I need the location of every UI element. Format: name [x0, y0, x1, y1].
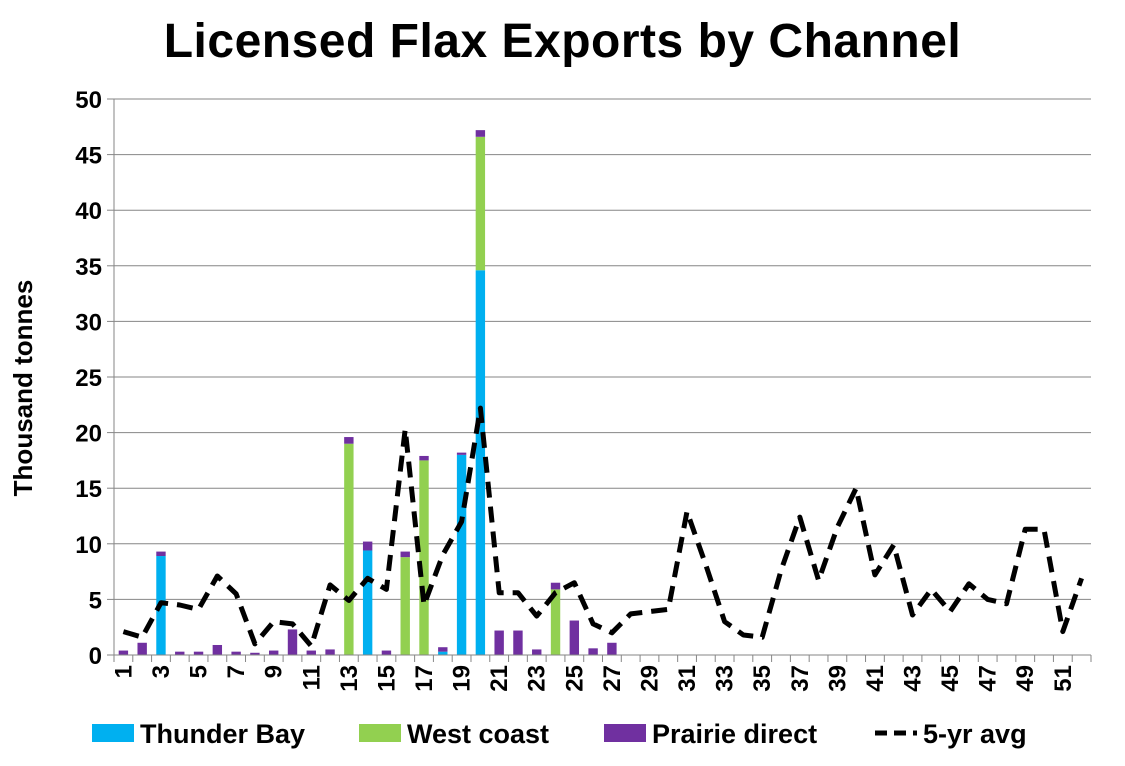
bar-thunder-bay: [475, 270, 486, 655]
bar-west-coast: [419, 460, 429, 655]
bar-prairie-direct: [175, 651, 185, 655]
bar-prairie-direct: [569, 620, 580, 655]
bar-west-coast: [475, 136, 486, 271]
x-tick-label: 1: [110, 665, 137, 678]
bar-prairie-direct: [212, 644, 223, 655]
x-tick-label: 23: [524, 665, 551, 692]
y-tick-labels: 0 5 10 15 20 25 30 35 40 45 50: [75, 87, 102, 670]
legend-label-thunder-bay: Thunder Bay: [140, 719, 305, 749]
bar-prairie-direct: [532, 649, 542, 655]
bar-prairie-direct: [231, 651, 241, 655]
bar-prairie-direct: [494, 630, 504, 655]
x-tick-label: 21: [486, 665, 513, 692]
y-tick-label: 5: [89, 587, 102, 614]
bar-prairie-direct: [306, 650, 316, 655]
bar-prairie-direct: [137, 642, 147, 655]
x-tick-label: 27: [599, 665, 626, 692]
x-tick-label: 31: [674, 665, 701, 692]
x-tick-label: 47: [975, 665, 1002, 692]
legend-swatch-prairie-direct: [604, 724, 646, 742]
legend-label-prairie-direct: Prairie direct: [652, 719, 817, 749]
y-tick-label: 10: [75, 532, 102, 559]
legend-swatch-thunder-bay: [92, 724, 134, 742]
bar-prairie-direct: [475, 130, 486, 137]
legend-swatch-west-coast: [359, 724, 401, 742]
x-tick-label: 19: [449, 665, 476, 692]
x-tick-label: 49: [1012, 665, 1039, 692]
x-tick-label: 45: [937, 665, 964, 692]
bar-prairie-direct: [156, 551, 166, 557]
x-tick-labels: 1 3 5 7 9 11 13 15 17 19 21 23 25 27 29 31 33 35 37 39 41 43 4…: [110, 665, 1076, 692]
bar-prairie-direct: [400, 551, 410, 558]
y-tick-label: 15: [75, 476, 102, 503]
x-tick-label: 41: [862, 665, 889, 692]
bar-prairie-direct: [193, 651, 204, 655]
y-tick-label: 50: [75, 87, 102, 114]
y-tick-label: 0: [89, 643, 102, 670]
legend-label-west-coast: West coast: [407, 719, 549, 749]
bar-prairie-direct: [381, 650, 392, 655]
x-tick-label: 5: [186, 665, 213, 678]
axes: [113, 99, 1092, 662]
bar-prairie-direct: [325, 649, 335, 655]
x-tick-label: 7: [223, 665, 250, 678]
x-tick-label: 37: [787, 665, 814, 692]
bar-thunder-bay: [362, 550, 373, 655]
x-tick-label: 17: [411, 665, 438, 692]
bar-prairie-direct: [607, 642, 617, 655]
x-tick-label: 11: [298, 665, 325, 690]
x-tick-label: 15: [373, 665, 400, 692]
x-tick-label: 25: [561, 665, 588, 692]
bar-prairie-direct: [456, 452, 467, 455]
chart-title: Licensed Flax Exports by Channel: [163, 15, 962, 68]
legend: Thunder Bay West coast Prairie direct 5-yr …: [92, 719, 1027, 749]
bar-prairie-direct: [287, 629, 298, 655]
bar-prairie-direct: [588, 648, 598, 655]
bar-prairie-direct: [250, 652, 260, 655]
avg-line: [122, 405, 1084, 649]
bar-west-coast: [550, 589, 561, 655]
x-tick-label: 29: [636, 665, 663, 692]
bar-prairie-direct: [419, 455, 429, 461]
gridlines: [107, 98, 1091, 656]
bar-west-coast: [344, 443, 354, 655]
bar-prairie-direct: [269, 650, 279, 655]
bar-prairie-direct: [362, 541, 373, 551]
y-tick-label: 40: [75, 198, 102, 225]
bar-prairie-direct: [118, 650, 129, 655]
bar-thunder-bay: [456, 454, 467, 655]
x-tick-label: 9: [261, 665, 288, 678]
x-tick-label: 13: [336, 665, 363, 692]
avg-line-layer: [122, 405, 1084, 649]
x-tick-label: 33: [712, 665, 739, 692]
bar-west-coast: [400, 557, 410, 655]
x-tick-label: 3: [148, 665, 175, 678]
bar-prairie-direct: [438, 647, 448, 652]
bar-prairie-direct: [344, 437, 354, 444]
y-tick-label: 35: [75, 254, 102, 281]
bar-thunder-bay: [438, 651, 448, 655]
x-tick-label: 39: [824, 665, 851, 692]
legend-label-5-yr-avg: 5-yr avg: [923, 719, 1027, 749]
x-tick-label: 35: [749, 665, 776, 692]
x-tick-label: 43: [900, 665, 927, 692]
bar-prairie-direct: [550, 582, 561, 590]
y-tick-label: 20: [75, 421, 102, 448]
bar-prairie-direct: [513, 630, 523, 655]
y-tick-label: 25: [75, 365, 102, 392]
y-tick-label: 30: [75, 309, 102, 336]
y-tick-label: 45: [75, 143, 102, 170]
y-axis-label: Thousand tonnes: [8, 280, 38, 497]
x-tick-label: 51: [1050, 665, 1077, 692]
